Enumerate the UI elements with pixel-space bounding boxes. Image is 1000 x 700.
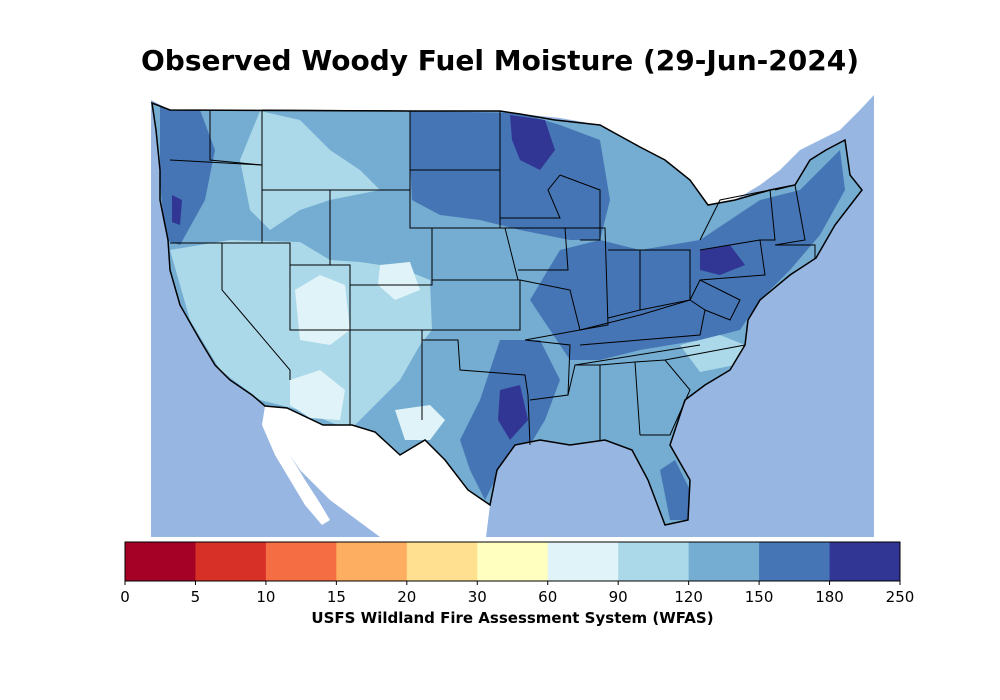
state-borders xyxy=(169,109,827,446)
colorbar-tick-label: 10 xyxy=(256,588,275,606)
zone-60-90-arizona xyxy=(290,370,345,420)
mexico-land xyxy=(265,406,490,537)
colorbar-segment xyxy=(336,542,408,581)
colorbar-tick-label: 250 xyxy=(886,588,915,606)
colorbar-tick-label: 30 xyxy=(468,588,487,606)
colorbar-segment xyxy=(406,542,478,581)
baja-california xyxy=(262,406,330,525)
zone-180-250-washington xyxy=(172,195,182,225)
zone-150-180-northern-plains xyxy=(410,111,610,240)
zone-150-180-florida xyxy=(660,460,690,520)
canada-land xyxy=(151,84,874,205)
zone-150-180-midwest-east xyxy=(530,150,845,360)
colorbar-segment xyxy=(688,542,760,581)
zone-90-120-north xyxy=(240,111,380,230)
zone-60-90-colorado xyxy=(378,262,420,300)
colorbar-tick-label: 0 xyxy=(120,588,130,606)
colorbar-ticks: 0 5 10 15 20 30 60 90 120 150 180 250 xyxy=(120,581,914,606)
zone-90-120-carolinas xyxy=(680,335,745,372)
colorbar-tick-label: 150 xyxy=(745,588,774,606)
colorbar-segment xyxy=(265,542,337,581)
zone-180-250-pennsylvania xyxy=(700,245,745,275)
colorbar-segment xyxy=(759,542,831,581)
zone-120-150-southeast xyxy=(565,360,690,435)
colorbar-segment xyxy=(195,542,267,581)
colorbar-frame xyxy=(124,541,901,582)
colorbar-tick-label: 15 xyxy=(327,588,346,606)
colorbar-tick-label: 120 xyxy=(674,588,703,606)
colorbar-segment xyxy=(829,542,901,581)
zone-60-90-utah xyxy=(295,275,350,345)
zone-60-90-texas xyxy=(395,405,445,440)
map-title: Observed Woody Fuel Moisture (29-Jun-202… xyxy=(141,44,859,77)
colorbar-tick-label: 180 xyxy=(815,588,844,606)
colorbar-segment xyxy=(547,542,619,581)
colorbar-tick-label: 90 xyxy=(609,588,628,606)
zone-180-250-east-texas xyxy=(498,385,528,440)
colorbar-segment xyxy=(477,542,549,581)
colorbar-segments xyxy=(125,542,901,581)
colorbar-tick-label: 60 xyxy=(538,588,557,606)
colorbar-tick-label: 20 xyxy=(397,588,416,606)
colorbar-segment xyxy=(618,542,690,581)
colorbar-tick-label: 5 xyxy=(191,588,201,606)
colorbar-segment xyxy=(125,542,196,581)
colorbar-caption: USFS Wildland Fire Assessment System (WF… xyxy=(311,609,714,627)
zone-180-250-minnesota xyxy=(510,115,555,170)
us-outline xyxy=(151,101,863,526)
